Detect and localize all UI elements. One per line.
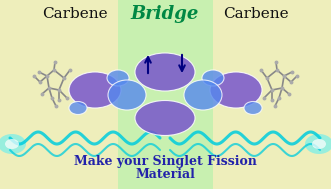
Ellipse shape [0, 134, 26, 154]
Text: Bridge: Bridge [131, 5, 199, 23]
Ellipse shape [202, 70, 224, 86]
Text: Material: Material [135, 169, 195, 181]
Ellipse shape [312, 139, 326, 149]
Ellipse shape [135, 101, 195, 136]
Bar [118, 0, 213, 189]
Text: Carbene: Carbene [223, 7, 289, 21]
Ellipse shape [135, 53, 195, 91]
Ellipse shape [184, 80, 222, 110]
Text: Carbene: Carbene [42, 7, 108, 21]
Ellipse shape [69, 72, 121, 108]
Ellipse shape [5, 139, 19, 149]
Ellipse shape [107, 70, 129, 86]
Ellipse shape [69, 101, 87, 115]
Ellipse shape [108, 80, 146, 110]
Ellipse shape [305, 134, 331, 154]
Text: Make your Singlet Fission: Make your Singlet Fission [73, 156, 257, 169]
Ellipse shape [244, 101, 262, 115]
Ellipse shape [210, 72, 262, 108]
